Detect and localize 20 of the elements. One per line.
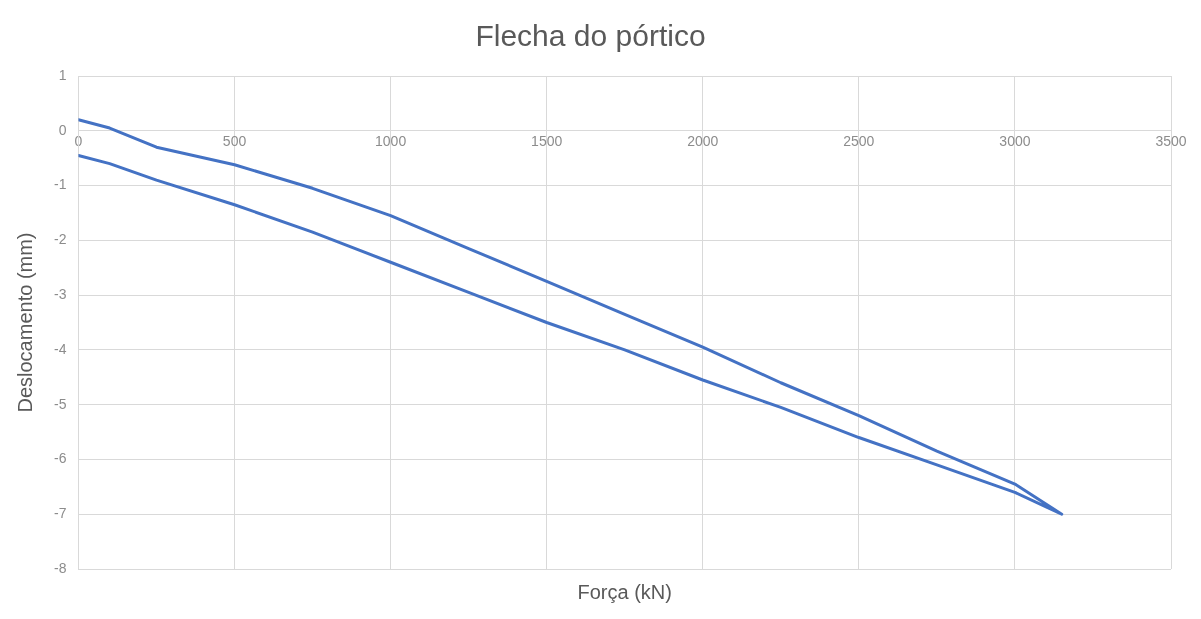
x-axis-title: Força (kN) (577, 580, 672, 603)
x-tick-label: 3000 (999, 133, 1031, 150)
x-tick-label: 1500 (531, 133, 563, 150)
y-tick-label: 0 (58, 121, 67, 138)
y-tick-label: -5 (54, 395, 67, 412)
x-tick-label: 1000 (375, 133, 407, 150)
y-tick-label: -4 (54, 340, 67, 357)
y-tick-label: -2 (54, 231, 67, 248)
x-tick-label: 3500 (1155, 133, 1187, 150)
y-tick-label: -6 (54, 450, 67, 467)
x-tick-label: 2000 (687, 133, 719, 150)
y-tick-label: -8 (54, 559, 67, 576)
y-tick-label: 1 (58, 66, 67, 83)
x-tick-label: 500 (222, 133, 247, 150)
y-tick-label: -1 (54, 176, 67, 193)
chart-title: Flecha do pórtico (475, 19, 706, 53)
y-axis-title: Deslocamento (mm) (13, 232, 36, 413)
y-tick-label: -7 (54, 505, 67, 522)
y-tick-label: -3 (54, 285, 67, 302)
x-tick-label: 2500 (843, 133, 875, 150)
